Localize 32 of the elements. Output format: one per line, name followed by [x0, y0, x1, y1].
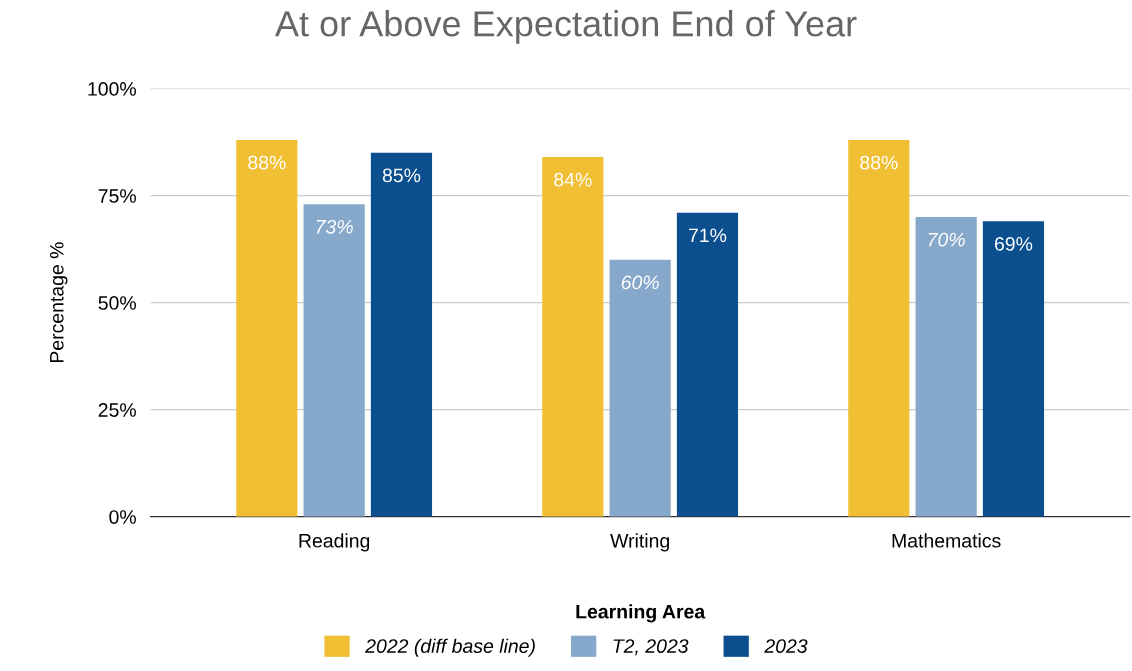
x-axis-title: Learning Area [576, 604, 706, 623]
x-tick-label: Mathematics [892, 533, 1001, 548]
data-label: 88% [860, 155, 898, 170]
bar [236, 139, 298, 517]
data-label: 84% [554, 172, 592, 187]
data-label: 70% [928, 232, 965, 247]
x-tick-label: Reading [299, 533, 370, 552]
y-tick-label: 50% [98, 296, 136, 310]
bar [303, 204, 365, 517]
y-tick-label: 0% [109, 510, 136, 524]
bar [542, 157, 604, 517]
bar [982, 221, 1045, 517]
data-label: 60% [621, 275, 659, 290]
data-label: 69% [994, 237, 1033, 251]
data-label: 88% [248, 155, 286, 170]
y-tick-label: 75% [98, 189, 136, 203]
legend-label: 2022 (diff base line) [365, 638, 535, 657]
bar [609, 259, 671, 517]
data-label: 71% [689, 228, 727, 243]
bar [370, 152, 433, 517]
y-tick-label: 25% [98, 403, 136, 417]
x-tick-label: Writing [610, 533, 669, 552]
y-tick-label: 100% [88, 82, 136, 96]
legend-label: 2023 [764, 639, 808, 653]
data-label: 85% [382, 168, 421, 183]
chart-title: At or Above Expectation End of Year [274, 10, 857, 44]
bar [848, 139, 910, 517]
bar [676, 212, 739, 517]
y-axis-title: Percentage % [49, 242, 68, 363]
bar [915, 217, 977, 517]
data-label: 73% [316, 219, 353, 234]
legend-label: T2, 2023 [613, 639, 689, 656]
